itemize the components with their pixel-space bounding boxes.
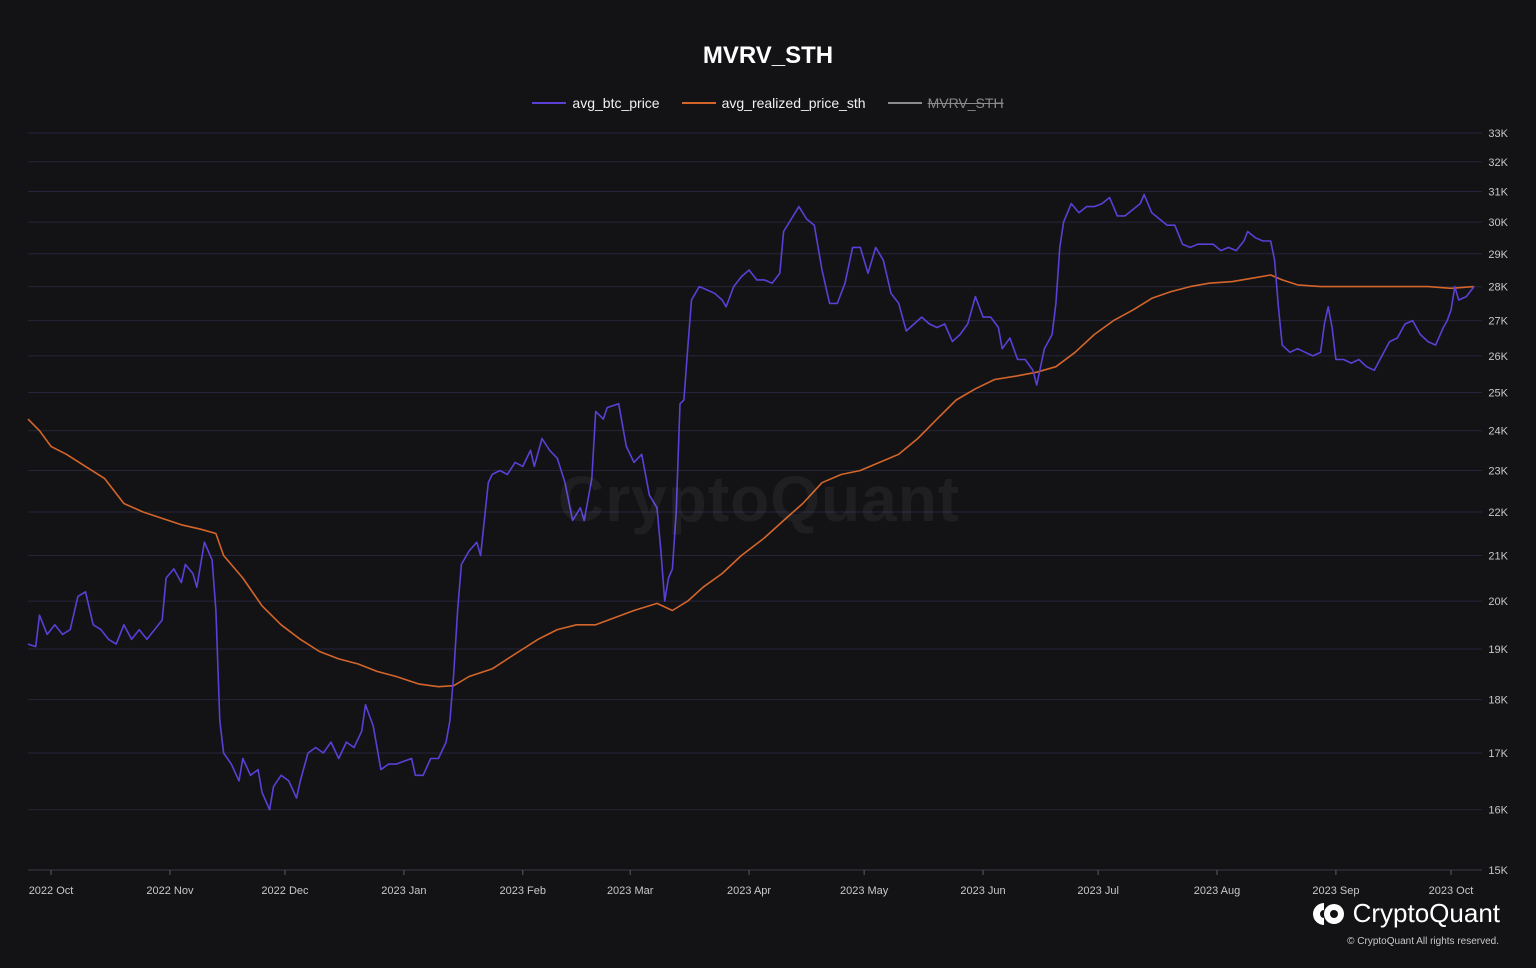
x-tick-label: 2023 Jan	[381, 885, 426, 897]
y-tick-label: 20K	[1488, 596, 1508, 608]
copyright-text: © CryptoQuant All rights reserved.	[1347, 936, 1499, 947]
y-axis: 15K 16K 17K 18K 19K 20K 21K 22K 23K 24K 25K 26K 27K 2…	[1488, 128, 1508, 877]
y-tick-label: 31K	[1488, 186, 1508, 198]
y-tick-label: 28K	[1488, 282, 1508, 294]
legend-swatch	[532, 102, 567, 104]
y-tick-label: 27K	[1488, 316, 1508, 328]
y-tick-label: 15K	[1488, 865, 1508, 877]
series-line-avg_realized_price_sth	[27, 274, 1475, 688]
x-tick-label: 2023 Feb	[500, 885, 546, 897]
brand-logo-block: CryptoQuant	[1311, 898, 1500, 929]
legend-swatch	[887, 102, 922, 104]
series-lines	[27, 193, 1475, 811]
legend: avg_btc_price avg_realized_price_sth MVRV_…	[0, 95, 1536, 111]
x-tick-label: 2022 Dec	[261, 885, 309, 897]
y-tick-label: 29K	[1488, 249, 1508, 261]
y-tick-label: 24K	[1488, 426, 1508, 438]
watermark-text: CryptoQuant	[558, 463, 961, 535]
y-tick-label: 26K	[1488, 351, 1508, 363]
chart-title: MVRV_STH	[702, 42, 834, 69]
y-tick-label: 17K	[1488, 748, 1508, 760]
brand-name: CryptoQuant	[1352, 898, 1500, 928]
x-tick-label: 2023 Oct	[1429, 885, 1474, 897]
x-tick-label: 2023 Sep	[1312, 885, 1359, 897]
y-tick-label: 19K	[1488, 644, 1508, 656]
legend-item-MVRV_STH[interactable]: MVRV_STH	[887, 95, 1004, 111]
y-tick-label: 22K	[1488, 507, 1508, 519]
y-tick-label: 32K	[1488, 157, 1508, 169]
legend-label: MVRV_STH	[927, 95, 1004, 111]
legend-label: avg_realized_price_sth	[721, 95, 866, 111]
x-tick-label: 2023 Jun	[960, 885, 1005, 897]
cryptoquant-logo-icon	[1312, 902, 1344, 925]
x-tick-label: 2023 Apr	[727, 885, 771, 897]
x-tick-label: 2022 Nov	[146, 885, 194, 897]
x-axis: 2022 Oct 2022 Nov 2022 Dec 2023 Jan 2023 Feb…	[28, 869, 1482, 897]
gridlines	[28, 132, 1482, 871]
legend-item-avg_btc_price[interactable]: avg_btc_price	[532, 95, 660, 111]
x-tick-label: 2023 May	[840, 885, 889, 897]
legend-label: avg_btc_price	[572, 95, 660, 111]
y-tick-label: 30K	[1488, 217, 1508, 229]
y-tick-label: 25K	[1488, 388, 1508, 400]
x-tick-label: 2023 Jul	[1077, 885, 1119, 897]
y-tick-label: 23K	[1488, 465, 1508, 477]
y-tick-label: 16K	[1488, 805, 1508, 817]
series-line-avg_btc_price	[27, 193, 1475, 811]
x-tick-label: 2022 Oct	[29, 885, 74, 897]
x-tick-label: 2023 Aug	[1194, 885, 1241, 897]
x-tick-label: 2023 Mar	[607, 885, 654, 897]
legend-item-avg_realized_price_sth[interactable]: avg_realized_price_sth	[681, 95, 866, 111]
y-tick-label: 33K	[1488, 128, 1508, 140]
legend-swatch	[681, 102, 716, 104]
y-tick-label: 21K	[1488, 550, 1508, 562]
y-tick-label: 18K	[1488, 695, 1508, 707]
